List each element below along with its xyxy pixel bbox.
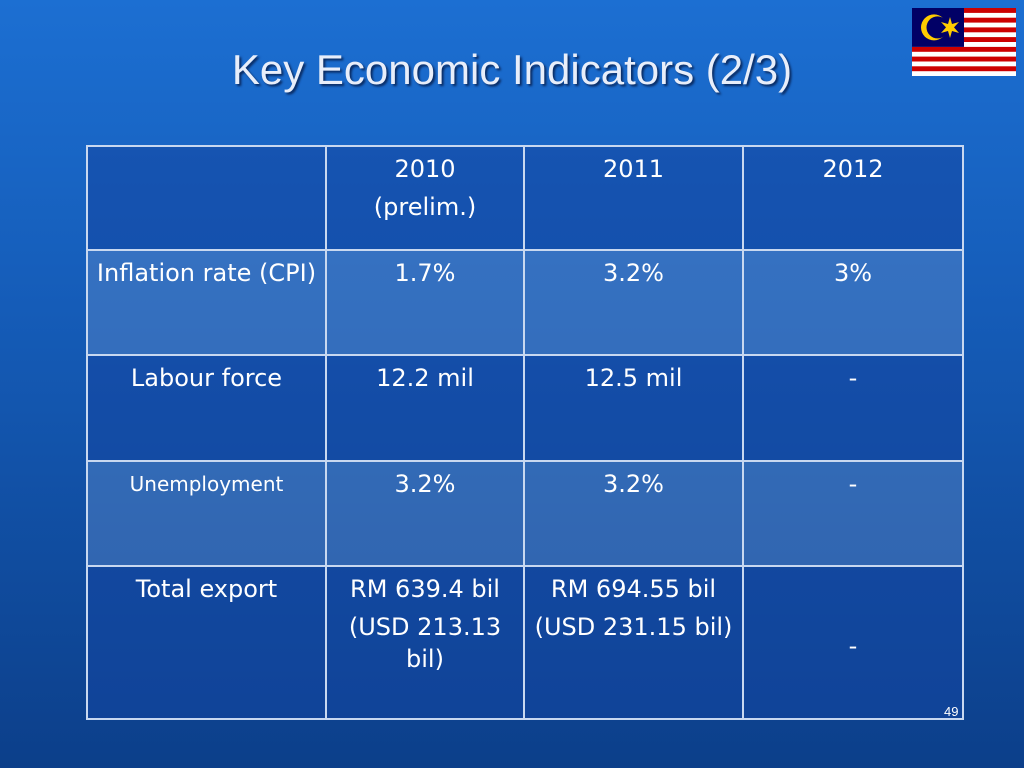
table-cell: - — [742, 565, 964, 720]
cell-line: RM 694.55 bil — [550, 575, 717, 603]
indicator-table: 2010 (prelim.) 2011 2012 Inflation rate (CPI… — [86, 145, 964, 720]
table-cell: RM 694.55 bil (USD 231.15 bil) — [523, 565, 744, 720]
cell-line: 2011 — [602, 155, 665, 183]
header-row: 2010 (prelim.) 2011 2012 — [86, 145, 964, 251]
row-label: Labour force — [86, 354, 327, 462]
flag — [912, 8, 1016, 76]
table-cell: 1.7% — [325, 249, 525, 356]
table-row: Unemployment 3.2% 3.2% - — [86, 460, 964, 567]
table-cell: - — [742, 354, 964, 462]
table-cell: 3.2% — [325, 460, 525, 567]
table-row: Total export RM 639.4 bil (USD 213.13 bil)… — [86, 565, 964, 720]
cell-line: 2012 — [822, 155, 884, 183]
row-label: Total export — [86, 565, 327, 720]
table-cell: - — [742, 460, 964, 567]
cell-line: (USD 213.13 bil) — [348, 613, 502, 673]
column-header: 2010 (prelim.) — [325, 145, 525, 251]
table-row: Inflation rate (CPI) 1.7% 3.2% 3% — [86, 249, 964, 356]
row-label: Unemployment — [86, 460, 327, 567]
row-label: Inflation rate (CPI) — [86, 249, 327, 356]
corner-cell — [86, 145, 327, 251]
slide-title: Key Economic Indicators (2/3) — [231, 46, 793, 93]
column-header: 2011 — [523, 145, 744, 251]
table-row: Labour force 12.2 mil 12.5 mil - — [86, 354, 964, 462]
page-number: 49 — [944, 704, 959, 719]
table-cell: 12.5 mil — [523, 354, 744, 462]
cell-line: (prelim.) — [373, 193, 477, 221]
cell-line: 2010 — [394, 155, 456, 183]
table-cell: 3% — [742, 249, 964, 356]
table-cell: 12.2 mil — [325, 354, 525, 462]
table-cell: 3.2% — [523, 249, 744, 356]
table-cell: 3.2% — [523, 460, 744, 567]
cell-line: (USD 231.15 bil) — [534, 613, 733, 641]
column-header: 2012 — [742, 145, 964, 251]
cell-line: RM 639.4 bil — [350, 575, 500, 603]
table-cell: RM 639.4 bil (USD 213.13 bil) — [325, 565, 525, 720]
